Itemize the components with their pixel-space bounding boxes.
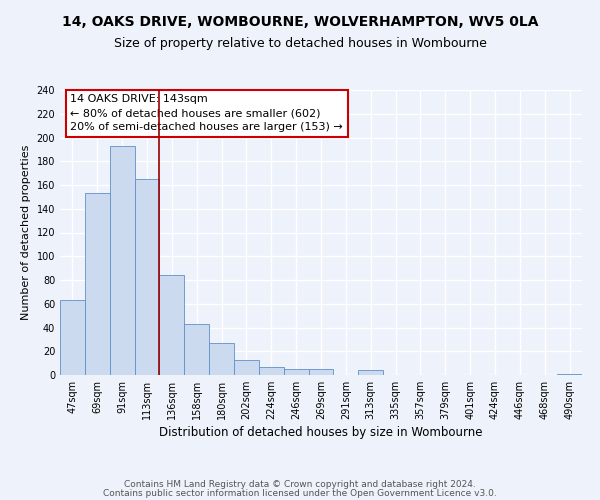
Y-axis label: Number of detached properties: Number of detached properties <box>21 145 31 320</box>
Text: 14, OAKS DRIVE, WOMBOURNE, WOLVERHAMPTON, WV5 0LA: 14, OAKS DRIVE, WOMBOURNE, WOLVERHAMPTON… <box>62 15 538 29</box>
X-axis label: Distribution of detached houses by size in Wombourne: Distribution of detached houses by size … <box>159 426 483 439</box>
Bar <box>234 360 259 375</box>
Text: Contains HM Land Registry data © Crown copyright and database right 2024.: Contains HM Land Registry data © Crown c… <box>124 480 476 489</box>
Bar <box>110 146 134 375</box>
Bar <box>209 343 234 375</box>
Text: 14 OAKS DRIVE: 143sqm
← 80% of detached houses are smaller (602)
20% of semi-det: 14 OAKS DRIVE: 143sqm ← 80% of detached … <box>70 94 343 132</box>
Bar <box>85 194 110 375</box>
Bar <box>557 374 582 375</box>
Bar <box>259 366 284 375</box>
Bar <box>160 275 184 375</box>
Bar <box>284 369 308 375</box>
Bar <box>184 324 209 375</box>
Text: Contains public sector information licensed under the Open Government Licence v3: Contains public sector information licen… <box>103 488 497 498</box>
Text: Size of property relative to detached houses in Wombourne: Size of property relative to detached ho… <box>113 38 487 51</box>
Bar <box>134 179 160 375</box>
Bar <box>308 369 334 375</box>
Bar <box>60 300 85 375</box>
Bar <box>358 370 383 375</box>
